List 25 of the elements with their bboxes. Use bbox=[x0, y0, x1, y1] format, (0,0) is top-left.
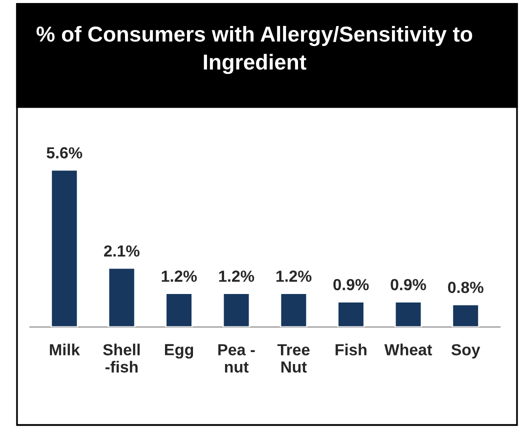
data-label: 2.1% bbox=[104, 245, 140, 257]
data-label: 1.2% bbox=[276, 270, 312, 282]
x-tick-label: Soy bbox=[451, 344, 480, 359]
x-tick-label: Fish bbox=[336, 344, 366, 356]
bar bbox=[222, 292, 250, 327]
x-tick-label: Pea - nut bbox=[218, 344, 255, 373]
bar bbox=[50, 169, 78, 327]
chart-title: % of Consumers with Allergy/Sensitivity to Ingredient bbox=[36, 26, 472, 74]
x-tick-label: Wheat bbox=[384, 344, 432, 356]
data-label: 0.8% bbox=[448, 282, 484, 294]
data-label: 1.2% bbox=[162, 270, 197, 282]
bar bbox=[452, 304, 480, 327]
bar bbox=[337, 301, 365, 327]
data-label: 1.2% bbox=[219, 270, 254, 282]
x-tick-label: Egg bbox=[165, 344, 194, 359]
x-tick-label: Shell -fish bbox=[103, 344, 140, 373]
x-tick-label: Milk bbox=[50, 344, 80, 356]
bar bbox=[165, 292, 193, 327]
data-label: 0.9% bbox=[390, 278, 426, 290]
bar bbox=[108, 267, 136, 327]
bar bbox=[394, 301, 422, 327]
x-tick-label: Tree Nut bbox=[277, 344, 310, 373]
data-label: 5.6% bbox=[46, 147, 82, 158]
data-label: 0.9% bbox=[333, 278, 369, 290]
bar bbox=[280, 292, 308, 327]
